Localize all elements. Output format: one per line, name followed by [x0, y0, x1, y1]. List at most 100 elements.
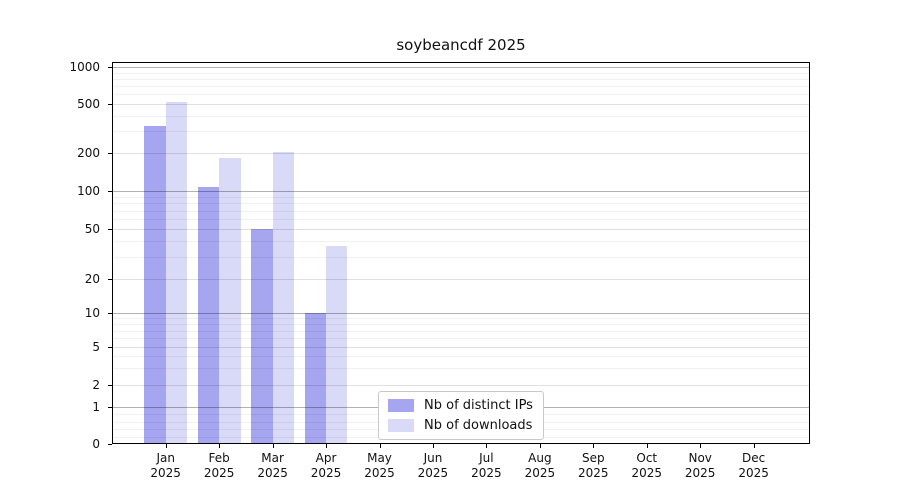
x-tick-label: Jan 2025 — [134, 451, 198, 481]
grid-line-minor — [113, 241, 809, 243]
x-tick-label: Aug 2025 — [508, 451, 572, 481]
x-tick-label: Mar 2025 — [241, 451, 305, 481]
x-tick-year: 2025 — [578, 466, 609, 480]
x-tick-month: May — [367, 451, 392, 465]
grid-line-minor — [113, 256, 809, 258]
x-tick-year: 2025 — [203, 466, 235, 480]
grid-line — [113, 313, 809, 315]
x-tick-year: 2025 — [631, 466, 663, 480]
legend-item-distinct-ips: Nb of distinct IPs — [388, 398, 533, 413]
legend-label-distinct-ips: Nb of distinct IPs — [424, 398, 533, 413]
y-tick-mark — [108, 191, 112, 192]
grid-line-minor — [113, 79, 809, 81]
y-tick-mark — [108, 278, 112, 280]
spine-right — [809, 62, 810, 444]
legend-swatch-distinct-ips — [388, 399, 414, 412]
grid-line — [113, 67, 809, 69]
x-tick-month: Dec — [742, 451, 766, 465]
y-tick-mark — [108, 229, 112, 231]
y-tick-label: 1 — [92, 399, 100, 414]
y-tick-label: 500 — [77, 96, 100, 111]
y-tick-label: 2 — [92, 378, 100, 392]
x-tick-mark — [753, 444, 755, 448]
x-tick-year: 2025 — [257, 466, 288, 480]
grid-line-minor — [113, 318, 809, 320]
y-tick-mark — [108, 103, 112, 105]
y-tick-mark — [108, 67, 112, 69]
grid-line — [113, 229, 809, 231]
y-tick-label: 100 — [77, 184, 100, 198]
y-tick-label: 0 — [92, 437, 100, 451]
x-tick-year: 2025 — [364, 466, 395, 480]
x-tick-month: Jun — [423, 451, 443, 465]
x-tick-label: May 2025 — [348, 451, 412, 481]
x-tick-mark — [486, 444, 488, 448]
y-tick-label: 200 — [77, 145, 100, 160]
bar-distinct-ips-apr — [304, 313, 327, 444]
x-tick-year: 2025 — [310, 466, 342, 480]
x-tick-label: Dec 2025 — [722, 451, 786, 481]
y-tick-label: 1000 — [69, 60, 100, 75]
grid-line-minor — [113, 210, 809, 212]
y-tick-label: 5 — [92, 340, 100, 354]
x-tick-month: Sep — [581, 451, 605, 465]
y-tick-mark — [108, 313, 112, 315]
bar-downloads-feb — [219, 157, 241, 444]
grid-line — [113, 152, 809, 154]
x-tick-label: Sep 2025 — [561, 451, 625, 481]
grid-line-minor — [113, 86, 809, 88]
grid-line-minor — [113, 338, 809, 340]
x-tick-label: Oct 2025 — [615, 451, 679, 481]
x-tick-year: 2025 — [684, 466, 716, 480]
grid-line-minor — [113, 72, 809, 74]
legend-label-downloads: Nb of downloads — [424, 418, 533, 433]
x-tick-mark — [219, 444, 221, 448]
x-tick-month: Jan — [156, 451, 175, 465]
grid-line-minor — [113, 196, 809, 198]
bar-downloads-mar — [272, 151, 294, 444]
y-tick-mark — [108, 406, 112, 408]
x-tick-mark — [646, 444, 648, 448]
bar-downloads-jan — [165, 102, 188, 444]
grid-line — [113, 278, 809, 280]
grid-line-minor — [113, 356, 809, 358]
bar-distinct-ips-jan — [144, 125, 166, 444]
x-tick-mark — [326, 444, 328, 448]
x-tick-mark — [272, 444, 274, 448]
spine-left — [112, 62, 113, 444]
x-tick-month: Jul — [479, 451, 494, 465]
x-tick-mark — [593, 444, 595, 448]
x-tick-mark — [539, 444, 541, 448]
y-tick-mark — [108, 152, 112, 154]
legend-swatch-downloads — [388, 419, 414, 432]
bar-downloads-apr — [326, 245, 348, 444]
grid-line-minor — [113, 131, 809, 133]
x-tick-month: Oct — [636, 451, 658, 465]
legend: Nb of distinct IPs Nb of downloads — [378, 391, 544, 440]
x-tick-month: Aug — [528, 451, 552, 465]
x-tick-mark — [165, 444, 167, 448]
grid-line-minor — [113, 324, 809, 326]
grid-line — [113, 103, 809, 105]
y-tick-mark — [108, 347, 112, 348]
x-tick-year: 2025 — [524, 466, 556, 480]
spine-bottom — [112, 443, 810, 444]
grid-line — [113, 385, 809, 386]
x-tick-year: 2025 — [150, 466, 181, 480]
grid-line-minor — [113, 368, 809, 370]
y-tick-label: 10 — [84, 306, 100, 321]
x-tick-mark — [700, 444, 702, 448]
chart-title: soybeancdf 2025 — [396, 36, 526, 54]
grid-line-minor — [113, 330, 809, 332]
x-tick-label: Apr 2025 — [294, 451, 358, 481]
bar-distinct-ips-mar — [251, 229, 273, 444]
x-tick-mark — [379, 444, 381, 448]
grid-line-minor — [113, 94, 809, 96]
x-tick-label: Jul 2025 — [454, 451, 518, 481]
x-tick-month: Feb — [208, 451, 230, 465]
y-tick-label: 20 — [84, 271, 100, 286]
x-tick-mark — [432, 444, 434, 448]
x-tick-month: Mar — [261, 451, 284, 465]
x-tick-year: 2025 — [471, 466, 502, 480]
